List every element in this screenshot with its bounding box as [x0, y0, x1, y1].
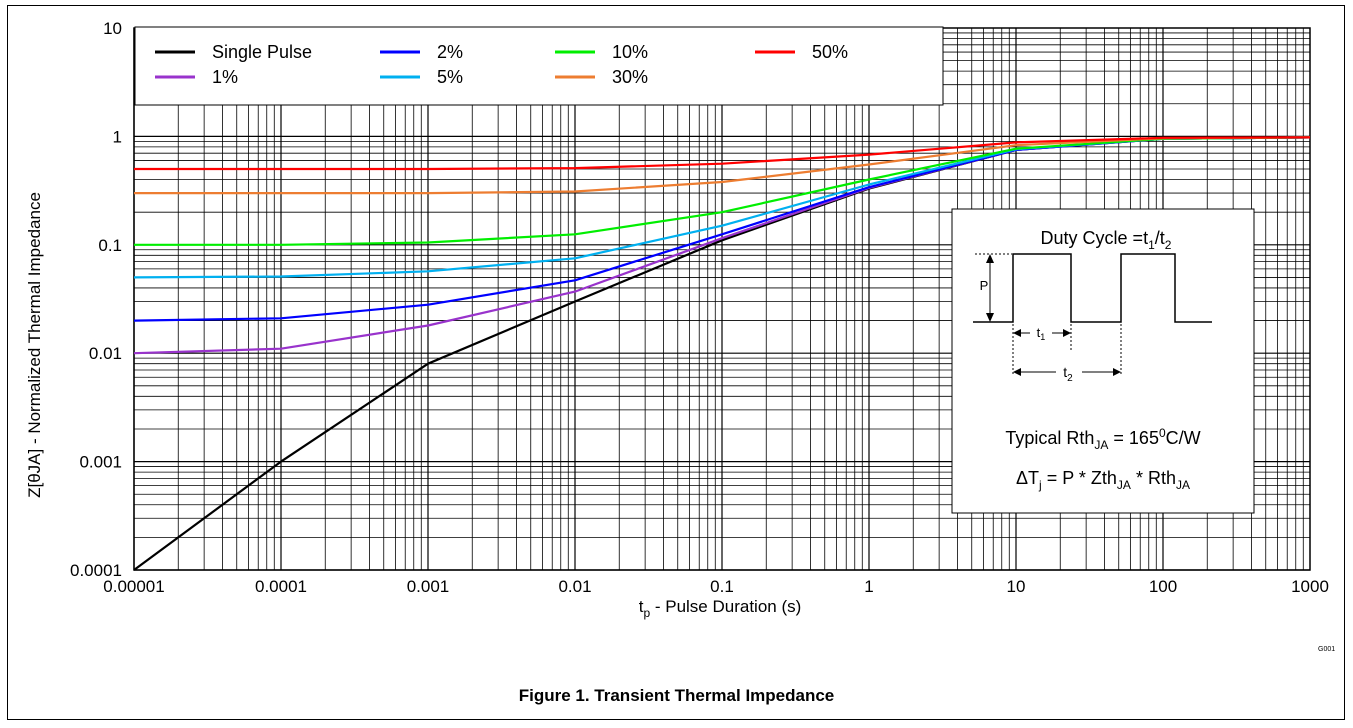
x-axis-label: tp - Pulse Duration (s): [639, 597, 802, 620]
legend-label: 2%: [437, 42, 463, 62]
t1-arrow-head-right: [1063, 329, 1071, 337]
x-axis-label-main: t: [639, 597, 644, 616]
y-tick-label: 0.1: [98, 236, 122, 255]
y-tick-label: 0.001: [79, 453, 122, 472]
rth-label: Typical RthJA = 1650C/W: [1005, 426, 1200, 452]
duty-cycle-label: Duty Cycle =t1/t2: [1041, 228, 1172, 252]
p-arrow-head-up: [986, 254, 994, 263]
legend-label: 50%: [812, 42, 848, 62]
series-line: [134, 136, 1311, 246]
x-tick-label: 100: [1149, 577, 1177, 596]
figure-frame: [7, 5, 1345, 720]
series-line: [134, 136, 1311, 195]
inset-box: [951, 208, 1255, 514]
legend-label: 5%: [437, 67, 463, 87]
watermark: G001: [1318, 646, 1335, 653]
x-tick-label: 0.01: [558, 577, 591, 596]
legend-label: Single Pulse: [212, 42, 312, 62]
figure-caption: Figure 1. Transient Thermal Impedance: [518, 686, 835, 705]
series-layer: [133, 136, 1311, 571]
t2-arrow-head-right: [1113, 368, 1121, 376]
tick-labels: 0.00001 0.0001 0.001 0.01 0.1 1 10 100 10001010.…: [70, 19, 1329, 596]
x-tick-label: 0.00001: [103, 577, 164, 596]
t1-label: t1: [1037, 325, 1046, 342]
pulse-waveform: [973, 253, 1212, 323]
x-tick-label: 0.001: [407, 577, 450, 596]
x-tick-label: 1000: [1291, 577, 1329, 596]
x-axis-label-sub: p: [643, 606, 650, 620]
x-tick-label: 0.0001: [255, 577, 307, 596]
y-tick-label: 1: [113, 127, 122, 146]
y-tick-label: 0.0001: [70, 561, 122, 580]
y-axis-label: Z[θJA] - Normalized Thermal Impedance: [25, 192, 44, 498]
x-axis-label-rest: - Pulse Duration (s): [650, 597, 801, 616]
p-arrow-head-down: [986, 313, 994, 322]
p-label: P: [980, 278, 989, 293]
legend-label: 1%: [212, 67, 238, 87]
duty-cycle-inset: Duty Cycle =t1/t2 P t1 t2 Typical RthJA …: [951, 208, 1255, 514]
legend-box: [134, 26, 944, 106]
legend-label: 10%: [612, 42, 648, 62]
y-tick-label: 0.01: [89, 344, 122, 363]
t2-label: t2: [1063, 364, 1073, 384]
x-tick-label: 10: [1007, 577, 1026, 596]
delta-tj-label: ΔTj = P * ZthJA * RthJA: [1016, 468, 1190, 492]
legend: Single Pulse 2% 10% 50% 1% 5% 30%: [134, 26, 944, 106]
t1-arrow-head-left: [1013, 329, 1021, 337]
x-tick-label: 0.1: [710, 577, 734, 596]
x-tick-label: 1: [864, 577, 873, 596]
legend-label: 30%: [612, 67, 648, 87]
t2-arrow-head-left: [1013, 368, 1021, 376]
series-line: [134, 136, 1311, 171]
y-tick-label: 10: [103, 19, 122, 38]
